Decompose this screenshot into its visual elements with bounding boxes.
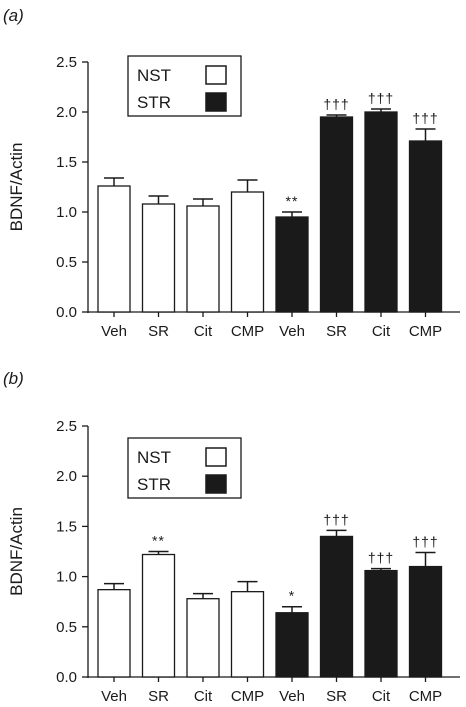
y-tick-label: 1.0 xyxy=(56,569,77,586)
x-tick-label: SR xyxy=(326,688,347,705)
y-tick-label: 2.0 xyxy=(56,104,77,121)
x-tick-label: CMP xyxy=(409,323,442,340)
y-tick-label: 0.5 xyxy=(56,254,77,271)
legend: NST STR xyxy=(127,55,242,117)
x-tick-label: CMP xyxy=(231,323,264,340)
x-tick-label: Cit xyxy=(372,323,391,340)
y-axis-title: BDNF/Actin xyxy=(7,507,26,596)
legend-swatch-str xyxy=(205,92,227,112)
x-tick-label: CMP xyxy=(231,688,264,705)
significance-label: ††† xyxy=(323,96,349,112)
x-tick-label: CMP xyxy=(409,688,442,705)
panel-label: (a) xyxy=(3,6,24,25)
y-tick-label: 2.0 xyxy=(56,468,77,485)
significance-label: ** xyxy=(286,193,299,209)
significance-label: ††† xyxy=(412,534,438,550)
significance-label: ††† xyxy=(368,550,394,566)
y-tick-label: 1.5 xyxy=(56,518,77,535)
significance-label: ††† xyxy=(412,110,438,126)
legend-swatch-nst xyxy=(205,447,227,467)
y-tick-label: 0.0 xyxy=(56,304,77,321)
y-axis-title: BDNF/Actin xyxy=(7,143,26,232)
x-tick-label: Cit xyxy=(194,688,213,705)
x-tick-label: Veh xyxy=(101,323,127,340)
y-tick-label: 2.5 xyxy=(56,418,77,435)
legend-swatch-str xyxy=(205,474,227,494)
bar-nst-cmp xyxy=(230,591,265,678)
y-tick-label: 1.0 xyxy=(56,204,77,221)
legend-label-str: STR xyxy=(137,475,171,494)
chart-panel-a: (a) 0.0 0.5 1.0 1.5 2.0 2.5 BDNF/Actin Veh SR Cit C… xyxy=(3,6,460,340)
legend-label-nst: NST xyxy=(137,448,171,467)
x-tick-label: Veh xyxy=(101,688,127,705)
bar-nst-veh xyxy=(97,589,131,678)
bar-nst-sr xyxy=(141,553,176,678)
significance-label: ** xyxy=(152,533,165,549)
bar-str-cmp xyxy=(408,140,443,313)
x-tick-label: SR xyxy=(148,688,169,705)
significance-label: ††† xyxy=(323,511,349,527)
y-tick-label: 1.5 xyxy=(56,154,77,171)
y-tick-label: 2.5 xyxy=(56,54,77,71)
x-tick-label: Veh xyxy=(279,323,305,340)
chart-panel-b: (b) 0.0 0.5 1.0 1.5 2.0 2.5 BDNF/Actin Veh SR ** Ci… xyxy=(3,369,460,705)
bar-str-sr xyxy=(319,535,354,678)
bar-str-veh xyxy=(275,216,309,313)
x-tick-label: Cit xyxy=(194,323,213,340)
bar-str-cmp xyxy=(408,565,443,678)
x-tick-label: SR xyxy=(148,323,169,340)
legend-swatch-nst xyxy=(205,65,227,85)
legend-label-nst: NST xyxy=(137,66,171,85)
significance-label: * xyxy=(289,588,295,604)
significance-label: ††† xyxy=(368,90,394,106)
bar-str-cit xyxy=(364,569,398,678)
bar-nst-cit xyxy=(186,598,220,678)
bar-nst-sr xyxy=(141,203,176,313)
bar-str-cit xyxy=(364,111,398,313)
x-tick-label: Veh xyxy=(279,688,305,705)
legend: NST STR xyxy=(127,437,242,499)
x-tick-label: Cit xyxy=(372,688,391,705)
panel-label: (b) xyxy=(3,369,24,388)
bar-nst-cmp xyxy=(230,191,265,313)
y-tick-label: 0.5 xyxy=(56,619,77,636)
legend-label-str: STR xyxy=(137,93,171,112)
bar-nst-veh xyxy=(97,185,131,313)
x-tick-label: SR xyxy=(326,323,347,340)
y-tick-label: 0.0 xyxy=(56,669,77,686)
bar-nst-cit xyxy=(186,205,220,313)
bar-str-veh xyxy=(275,612,309,678)
bar-str-sr xyxy=(319,116,354,313)
